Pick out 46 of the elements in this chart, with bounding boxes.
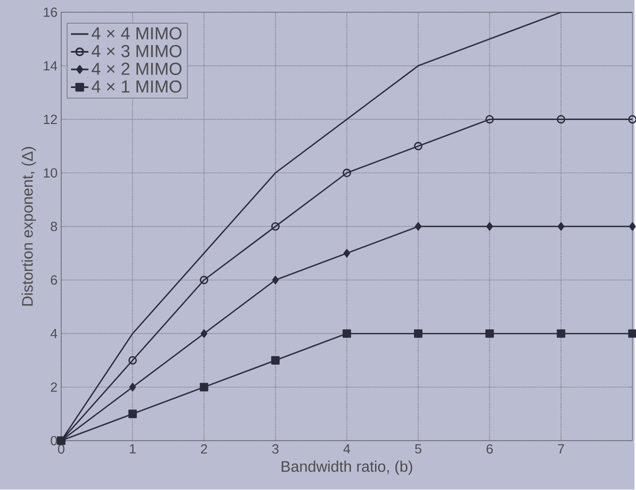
legend-label: 4 × 2 MIMO [92,62,182,76]
legend-label: 4 × 3 MIMO [92,45,182,58]
x-tick-label: 5 [415,444,422,454]
point [414,222,422,231]
y-tick-label: 10 [44,168,58,178]
point [342,168,352,178]
x-axis-title: Bandwidth ratio, (b) [282,460,412,476]
point [128,410,137,418]
y-axis-title: Distortion exponent, (Δ) [22,147,36,306]
y-tick-label: 14 [44,61,58,71]
x-tick-label: 4 [343,444,350,454]
point [485,115,494,124]
x-tick-label: 1 [130,444,136,454]
point [129,383,136,392]
point [200,276,208,284]
y-tick-label: 4 [50,329,58,338]
point [485,330,494,338]
point [414,330,422,338]
legend-label: 4 × 4 MIMO [92,27,182,40]
point [342,330,352,338]
point [271,356,280,365]
point [558,222,564,231]
point [343,249,350,258]
point [414,142,422,151]
x-tick-label: 7 [558,444,564,454]
point [271,222,280,231]
y-tick-label: 2 [50,382,57,392]
x-tick-label: 0 [58,444,64,454]
x-tick-label: 6 [486,444,493,454]
y-tick-label: 12 [44,114,57,124]
legend-label: 4 × 1 MIMO [92,80,182,93]
y-tick-label: 8 [50,222,58,232]
point [200,330,208,338]
point [629,222,636,231]
point [556,115,566,124]
point [272,276,279,284]
point [628,115,636,124]
y-tick-label: 0 [50,436,58,446]
y-tick-label: 16 [44,8,58,18]
point [200,383,208,392]
point [128,356,137,365]
x-tick-label: 3 [272,444,279,454]
y-tick-label: 6 [50,275,58,285]
point [486,222,493,231]
x-tick-label: 2 [200,444,208,454]
point [556,330,566,338]
